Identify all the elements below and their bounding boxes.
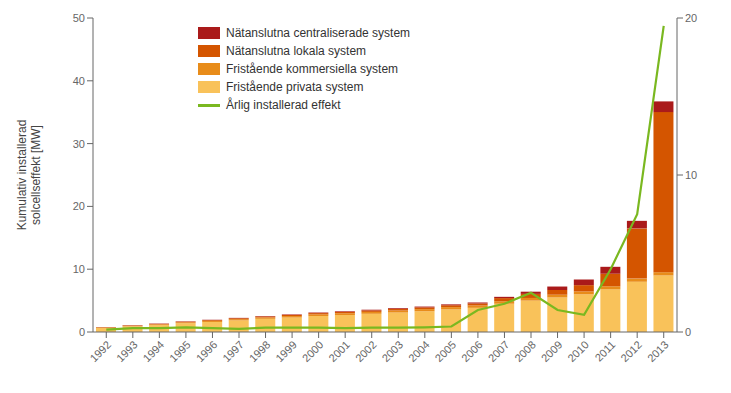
svg-text:40: 40 <box>73 75 85 87</box>
svg-text:2010: 2010 <box>565 338 591 364</box>
svg-text:20: 20 <box>685 12 697 24</box>
svg-text:1997: 1997 <box>220 338 246 364</box>
svg-text:1994: 1994 <box>141 338 167 364</box>
svg-text:2003: 2003 <box>379 338 405 364</box>
svg-text:2002: 2002 <box>353 338 379 364</box>
svg-text:0: 0 <box>79 326 85 338</box>
svg-text:2011: 2011 <box>592 338 617 363</box>
html-text:Fristående kommersiella system: Fristående kommersiella system <box>226 62 399 76</box>
svg-text:1999: 1999 <box>273 338 299 364</box>
svg-text:1996: 1996 <box>194 338 220 364</box>
svg-text:2007: 2007 <box>486 338 512 364</box>
html-text:Nätanslutna centraliserade sys: Nätanslutna centraliserade system <box>226 26 411 40</box>
svg-text:2013: 2013 <box>645 338 671 364</box>
svg-text:30: 30 <box>73 138 85 150</box>
html-text:Nätanslutna lokala system: Nätanslutna lokala system <box>226 44 367 58</box>
svg-text:20: 20 <box>73 200 85 212</box>
svg-text:2004: 2004 <box>406 338 432 364</box>
svg-text:1993: 1993 <box>114 338 140 364</box>
svg-text:0: 0 <box>685 326 691 338</box>
html-text:Årlig installerad effekt: Årlig installerad effekt <box>226 98 341 112</box>
svg-text:2005: 2005 <box>433 338 459 364</box>
svg-text:2008: 2008 <box>512 338 538 364</box>
svg-text:2009: 2009 <box>539 338 565 364</box>
svg-text:2000: 2000 <box>300 338 326 364</box>
svg-text:Kumulativ installeradsolcellse: Kumulativ installeradsolcellseffekt [MW] <box>15 120 43 231</box>
svg-text:1998: 1998 <box>247 338 273 364</box>
svg-text:1992: 1992 <box>87 338 113 364</box>
svg-text:10: 10 <box>73 263 85 275</box>
svg-text:2012: 2012 <box>618 338 644 364</box>
svg-text:2006: 2006 <box>459 338 485 364</box>
svg-text:10: 10 <box>685 169 697 181</box>
svg-text:50: 50 <box>73 12 85 24</box>
svg-text:2001: 2001 <box>326 338 352 364</box>
svg-text:1995: 1995 <box>167 338 193 364</box>
html-text:Fristående privata system: Fristående privata system <box>226 80 364 94</box>
